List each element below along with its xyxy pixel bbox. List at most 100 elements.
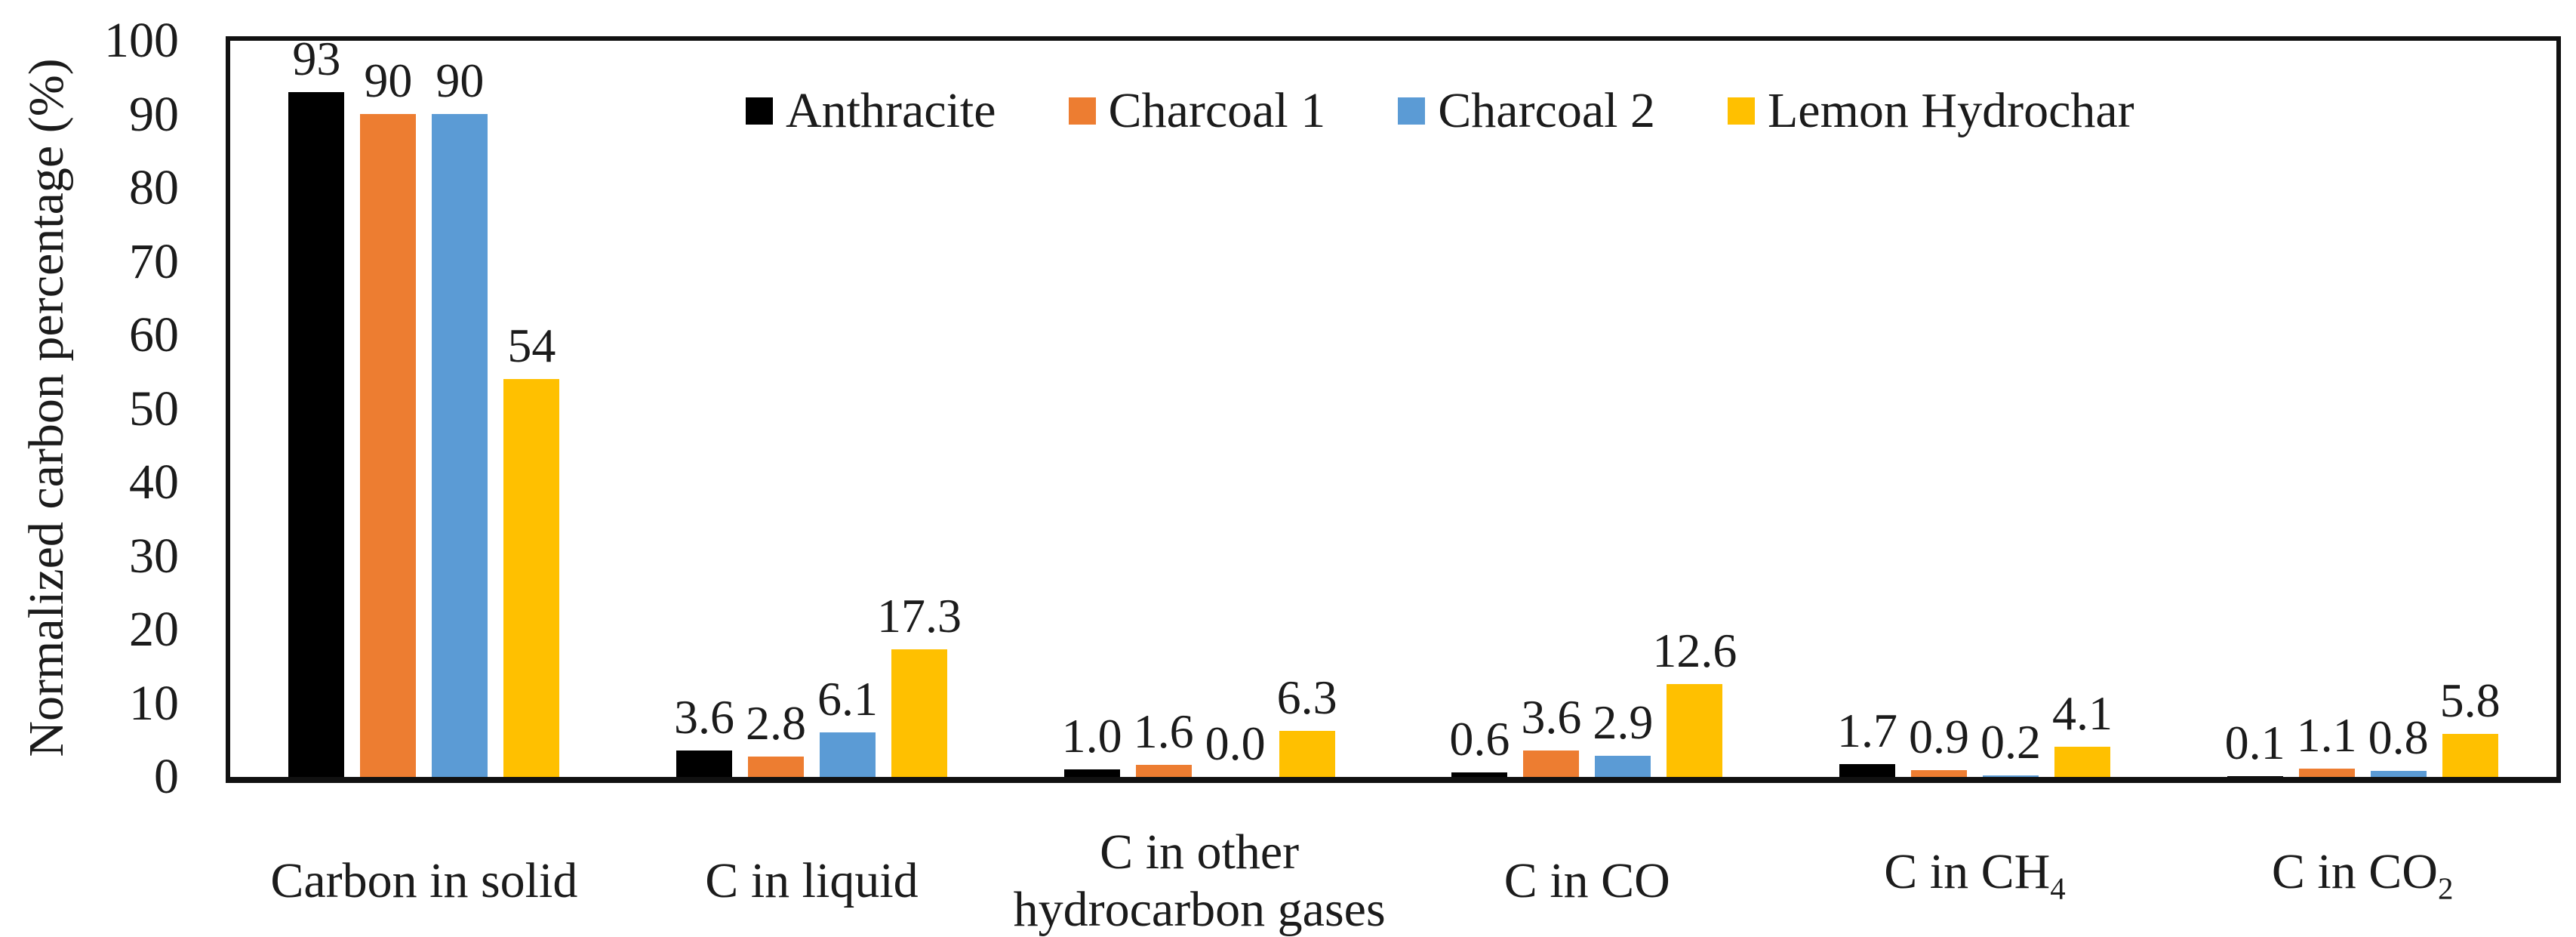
legend-swatch <box>746 97 773 125</box>
bar <box>2054 747 2110 777</box>
bar-slot: 6.1 <box>817 675 878 777</box>
category-label: Carbon in solid <box>230 824 618 937</box>
bar-value-label: 90 <box>435 54 485 107</box>
bar-slot: 2.8 <box>746 699 806 777</box>
bar <box>360 114 417 777</box>
y-tick-label: 70 <box>129 233 179 289</box>
category-label-line1: C in CH4 <box>1884 844 2066 906</box>
bar <box>1135 765 1192 777</box>
bar <box>747 757 804 777</box>
bar-slot: 5.8 <box>2440 677 2501 777</box>
category-label: C in CH4 <box>1781 824 2169 937</box>
bar-value-label: 12.6 <box>1652 624 1737 677</box>
y-tick-label: 90 <box>129 86 179 142</box>
y-tick-label: 10 <box>129 675 179 731</box>
bar <box>2442 734 2498 777</box>
category-label-line2: hydrocarbon gases <box>1013 881 1386 937</box>
bar-value-label: 93 <box>292 32 341 85</box>
y-tick-label: 20 <box>129 602 179 657</box>
bar-value-label: 0.0 <box>1205 717 1266 770</box>
legend-item: Charcoal 2 <box>1398 84 1655 138</box>
bar-group: 1.0 1.6 0.0 6.3 <box>1005 41 1393 777</box>
bar <box>2298 769 2355 777</box>
y-tick-label: 30 <box>129 528 179 584</box>
bar <box>819 732 876 777</box>
category-label-line1: C in other <box>1100 824 1300 880</box>
legend-label: Charcoal 1 <box>1108 83 1326 138</box>
bar-slot: 0.9 <box>1909 713 1969 777</box>
legend-item: Charcoal 1 <box>1068 83 1326 138</box>
category-label-line1: C in liquid <box>705 852 919 908</box>
category-label: C in liquid <box>618 824 1006 937</box>
bar-group: 0.1 1.1 0.8 5.8 <box>2168 41 2556 777</box>
category-label-subscript: 4 <box>2050 871 2066 906</box>
bar-slot: 1.7 <box>1837 707 1897 777</box>
bar <box>1279 731 1335 777</box>
bar <box>1063 769 1120 777</box>
bar-value-label: 0.1 <box>2224 716 2285 769</box>
legend-label: Charcoal 2 <box>1438 83 1655 138</box>
bar-value-label: 54 <box>507 319 556 372</box>
bar-slot: 0.8 <box>2368 714 2429 777</box>
bar <box>891 649 947 777</box>
bar <box>432 114 488 777</box>
bar-value-label: 4.1 <box>2051 686 2113 740</box>
bar-value-label: 17.3 <box>876 589 962 643</box>
bar-value-label: 2.9 <box>1593 695 1654 749</box>
bar-group: 93 90 90 54 <box>230 35 618 777</box>
bar <box>1982 775 2039 777</box>
bar-slot: 1.6 <box>1134 707 1194 777</box>
category-label: C in CO <box>1393 824 1781 937</box>
bar-value-label: 6.1 <box>817 672 878 726</box>
legend-label: Lemon Hydrochar <box>1767 83 2134 138</box>
bar-slot: 93 <box>288 35 345 777</box>
bar <box>1910 770 1967 777</box>
bar-group: 0.6 3.6 2.9 12.6 <box>1393 41 1781 777</box>
bar-slot: 0.1 <box>2225 719 2285 777</box>
bar-slot: 1.0 <box>1062 712 1122 777</box>
bar <box>2370 771 2427 777</box>
bar-value-label: 1.7 <box>1836 704 1897 757</box>
y-tick-label: 50 <box>129 381 179 436</box>
bar-value-label: 1.1 <box>2296 708 2357 762</box>
legend: Anthracite Charcoal 1 Charcoal 2 Lemon Hydr… <box>746 83 2134 139</box>
bar-slot: 0.2 <box>1980 718 2041 777</box>
bar <box>1839 764 1895 777</box>
bar-value-label: 0.6 <box>1449 712 1510 766</box>
bar-slot: 0.6 <box>1449 715 1510 777</box>
bar <box>2227 776 2283 777</box>
bar-group: 3.6 2.8 6.1 17.3 <box>618 41 1006 777</box>
legend-item: Lemon Hydrochar <box>1727 83 2134 138</box>
category-label-line1: C in CO2 <box>2271 844 2454 906</box>
bar <box>1667 684 1723 777</box>
bar-value-label: 90 <box>364 54 413 107</box>
bar-slot: 1.1 <box>2297 711 2357 777</box>
bar-value-label: 1.0 <box>1061 709 1122 763</box>
bar-value-label: 2.8 <box>745 696 806 750</box>
legend-swatch <box>1727 97 1755 125</box>
bar-slot: 4.1 <box>2052 689 2113 777</box>
bar-value-label: 0.9 <box>1908 710 1969 763</box>
bar-value-label: 0.8 <box>2368 710 2429 764</box>
bar-slot: 6.3 <box>1277 673 1337 777</box>
bar <box>1523 751 1580 777</box>
category-label-subscript: 2 <box>2437 871 2454 906</box>
category-label-line1: Carbon in solid <box>270 852 578 908</box>
bar-slot: 54 <box>503 322 560 777</box>
bar <box>503 379 560 777</box>
bar <box>1451 772 1508 777</box>
bar-slot: 90 <box>432 57 488 777</box>
y-tick-label: 0 <box>154 749 179 804</box>
y-tick-label: 100 <box>104 13 179 68</box>
bar <box>288 92 345 777</box>
y-tick-label: 40 <box>129 455 179 510</box>
bar-value-label: 6.3 <box>1276 670 1337 724</box>
bar-slot: 12.6 <box>1652 627 1737 777</box>
bar-slot: 3.6 <box>1521 693 1581 777</box>
category-label: C in other hydrocarbon gases <box>1005 824 1393 937</box>
bar <box>676 751 732 777</box>
y-tick-label: 80 <box>129 160 179 215</box>
bar-value-label: 5.8 <box>2439 673 2501 727</box>
legend-item: Anthracite <box>746 84 996 138</box>
